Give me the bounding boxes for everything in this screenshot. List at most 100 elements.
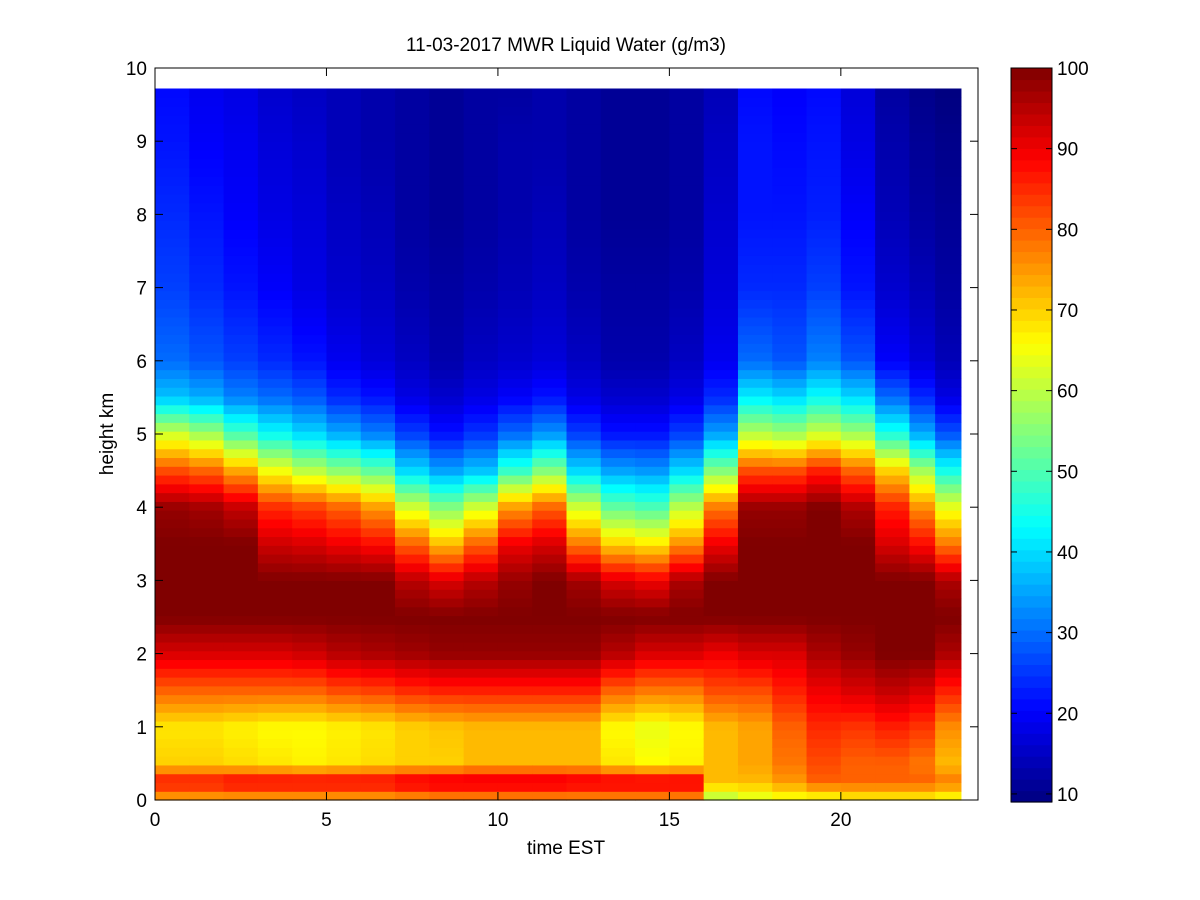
heatmap-cell [669,299,705,309]
heatmap-cell [566,413,602,423]
heatmap-cell [189,448,225,459]
heatmap-cell [566,123,602,134]
heatmap-cell [155,483,190,494]
heatmap-cell [223,589,259,599]
heatmap-cell [429,712,465,722]
heatmap-cell [635,685,670,696]
heatmap-cell [532,773,568,784]
heatmap-cell [189,176,225,186]
heatmap-cell [875,650,911,661]
heatmap-cell [326,492,362,502]
heatmap-cell [935,378,962,388]
heatmap-cell [635,229,670,239]
heatmap-cell [635,308,670,318]
heatmap-cell [909,747,936,757]
heatmap-cell [806,229,842,239]
heatmap-cell [772,352,808,362]
heatmap-cell [429,545,465,555]
heatmap-cell [326,641,362,652]
heatmap-cell [532,352,568,362]
heatmap-cell [189,633,225,643]
heatmap-cell [497,597,533,608]
heatmap-cell [600,88,636,98]
heatmap-cell [360,237,396,248]
colorbar-tick-label: 90 [1057,140,1078,161]
heatmap-cell [326,97,362,107]
heatmap-cell [635,677,670,687]
heatmap-cell [600,272,636,283]
heatmap-cell [635,606,670,617]
heatmap-cell [566,211,602,221]
heatmap-cell [635,773,670,784]
heatmap-cell [669,167,705,177]
heatmap-cell [395,395,430,406]
heatmap-cell [532,255,568,265]
heatmap-cell [292,448,328,459]
heatmap-cell [669,448,705,459]
heatmap-cell [463,633,499,643]
heatmap-cell [532,369,568,379]
heatmap-cell [360,782,396,792]
heatmap-cell [292,685,328,696]
colorbar-tick-label: 30 [1057,624,1078,645]
heatmap-cell [566,88,602,98]
heatmap-cell [840,712,876,722]
heatmap-cell [223,88,259,98]
heatmap-cell [326,773,362,784]
heatmap-cell [189,272,225,283]
heatmap-cell [840,185,876,195]
heatmap-cell [635,729,670,740]
heatmap-cell [326,545,362,555]
heatmap-cell [669,668,705,678]
heatmap-cell [429,132,465,142]
heatmap-cell [223,712,259,722]
heatmap-cell [360,220,396,230]
heatmap-cell [635,272,670,283]
heatmap-cell [463,589,499,599]
heatmap-cell [395,316,430,327]
heatmap-cell [737,782,773,792]
heatmap-cell [600,685,636,696]
heatmap-cell [772,510,808,520]
heatmap-cell [395,738,430,748]
heatmap-cell [737,457,773,467]
heatmap-cell [155,554,190,564]
colorbar-band [1011,526,1052,539]
heatmap-cell [532,562,568,573]
heatmap-cell [155,229,190,239]
heatmap-cell [703,316,739,327]
heatmap-cell [223,492,259,502]
colorbar-band [1011,492,1052,505]
heatmap-cell [155,360,190,371]
heatmap-cell [703,202,739,213]
y-tick-label: 10 [126,59,147,80]
heatmap-cell [703,756,739,766]
heatmap-cell [909,510,936,520]
heatmap-cell [326,518,362,529]
heatmap-cell [772,685,808,696]
heatmap-cell [223,439,259,450]
heatmap-cell [806,554,842,564]
heatmap-cell [909,448,936,459]
heatmap-cell [497,571,533,581]
heatmap-cell [292,378,328,388]
heatmap-cell [703,712,739,722]
heatmap-cell [429,316,465,327]
colorbar-band [1011,297,1052,310]
heatmap-cell [875,791,911,801]
heatmap-cell [840,457,876,467]
colorbar-band [1011,733,1052,746]
colorbar-band [1011,618,1052,631]
heatmap-cell [772,474,808,485]
heatmap-cell [463,264,499,274]
heatmap-cell [395,545,430,555]
heatmap-cell [737,404,773,415]
heatmap-cell [360,422,396,432]
heatmap-cell [772,606,808,617]
heatmap-cell [566,729,602,740]
heatmap-cell [326,527,362,538]
heatmap-cell [395,404,430,415]
heatmap-cell [703,782,739,792]
heatmap-cell [395,457,430,467]
heatmap-cell [909,114,936,125]
